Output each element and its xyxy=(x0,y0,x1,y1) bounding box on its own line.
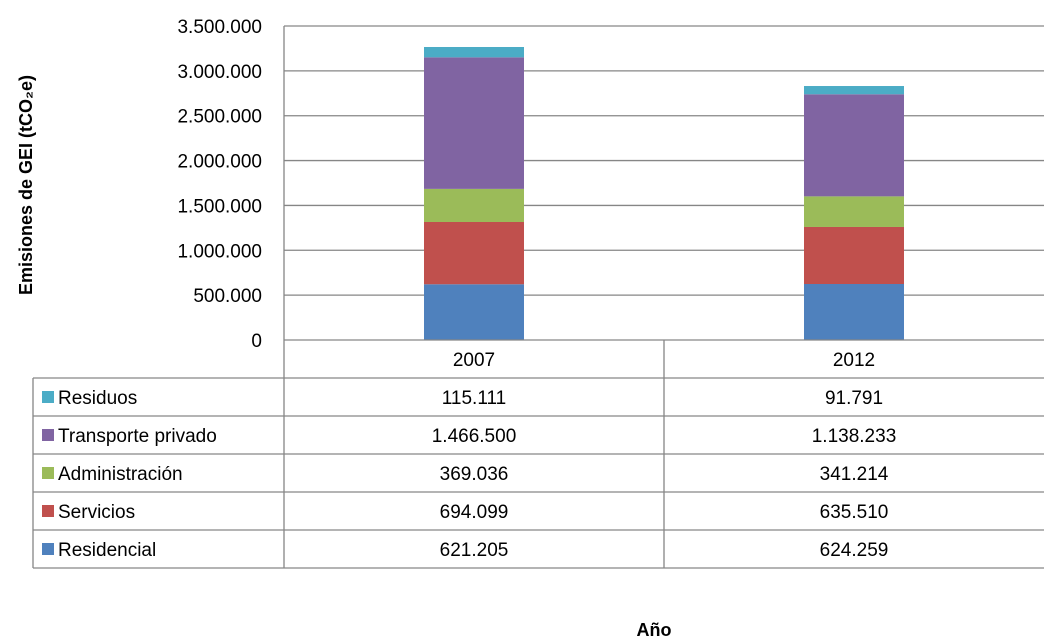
y-tick-labels: 0 500.000 1.000.000 1.500.000 2.000.000 2.500… xyxy=(177,17,262,352)
y-tick-label: 2.000.000 xyxy=(177,152,262,173)
bar-segment xyxy=(804,86,904,95)
gridlines xyxy=(283,25,1044,340)
y-tick-label: 3.500.000 xyxy=(177,17,262,38)
y-tick-label: 0 xyxy=(251,331,262,352)
category-label: 2012 xyxy=(833,350,875,371)
legend-swatch xyxy=(42,467,54,479)
data-label: 1.466.500 xyxy=(432,426,517,447)
bar-segment xyxy=(804,94,904,197)
bar-segment xyxy=(424,284,524,340)
x-axis-title: Año xyxy=(637,620,672,637)
y-tick-label: 3.000.000 xyxy=(177,62,262,83)
y-axis-title: Emisiones de GEI (tCO₂e) xyxy=(16,75,36,295)
data-label: 341.214 xyxy=(820,464,889,485)
bar-segment xyxy=(424,57,524,189)
data-label: 115.111 xyxy=(442,388,506,409)
bar-segment xyxy=(804,226,904,284)
legend-swatch xyxy=(42,391,54,403)
y-tick-label: 500.000 xyxy=(193,286,262,307)
data-label: 1.138.233 xyxy=(812,426,897,447)
data-label: 369.036 xyxy=(440,464,509,485)
y-tick-label: 1.000.000 xyxy=(177,241,262,262)
y-tick-label: 2.500.000 xyxy=(177,107,262,128)
bar-segment xyxy=(424,221,524,285)
bar-segment xyxy=(424,188,524,222)
data-table: 2007 2012 Residuos 115.111 91.791 Transporte … xyxy=(32,339,1044,569)
legend-swatch xyxy=(42,429,54,441)
legend-label: Residuos xyxy=(58,388,137,409)
data-label: 624.259 xyxy=(820,540,889,561)
legend-swatch xyxy=(42,543,54,555)
legend-label: Transporte privado xyxy=(58,426,217,447)
legend-label: Residencial xyxy=(58,540,156,561)
legend-label: Servicios xyxy=(58,502,135,523)
data-label: 694.099 xyxy=(440,502,509,523)
bar-segment xyxy=(804,196,904,227)
data-label: 91.791 xyxy=(825,388,883,409)
y-tick-label: 1.500.000 xyxy=(177,196,262,217)
bars xyxy=(424,46,904,340)
data-label: 635.510 xyxy=(820,502,889,523)
bar-segment xyxy=(424,46,524,58)
category-label: 2007 xyxy=(453,350,495,371)
legend-label: Administración xyxy=(58,464,183,485)
bar-segment xyxy=(804,283,904,340)
legend-swatch xyxy=(42,505,54,517)
data-label: 621.205 xyxy=(440,540,509,561)
